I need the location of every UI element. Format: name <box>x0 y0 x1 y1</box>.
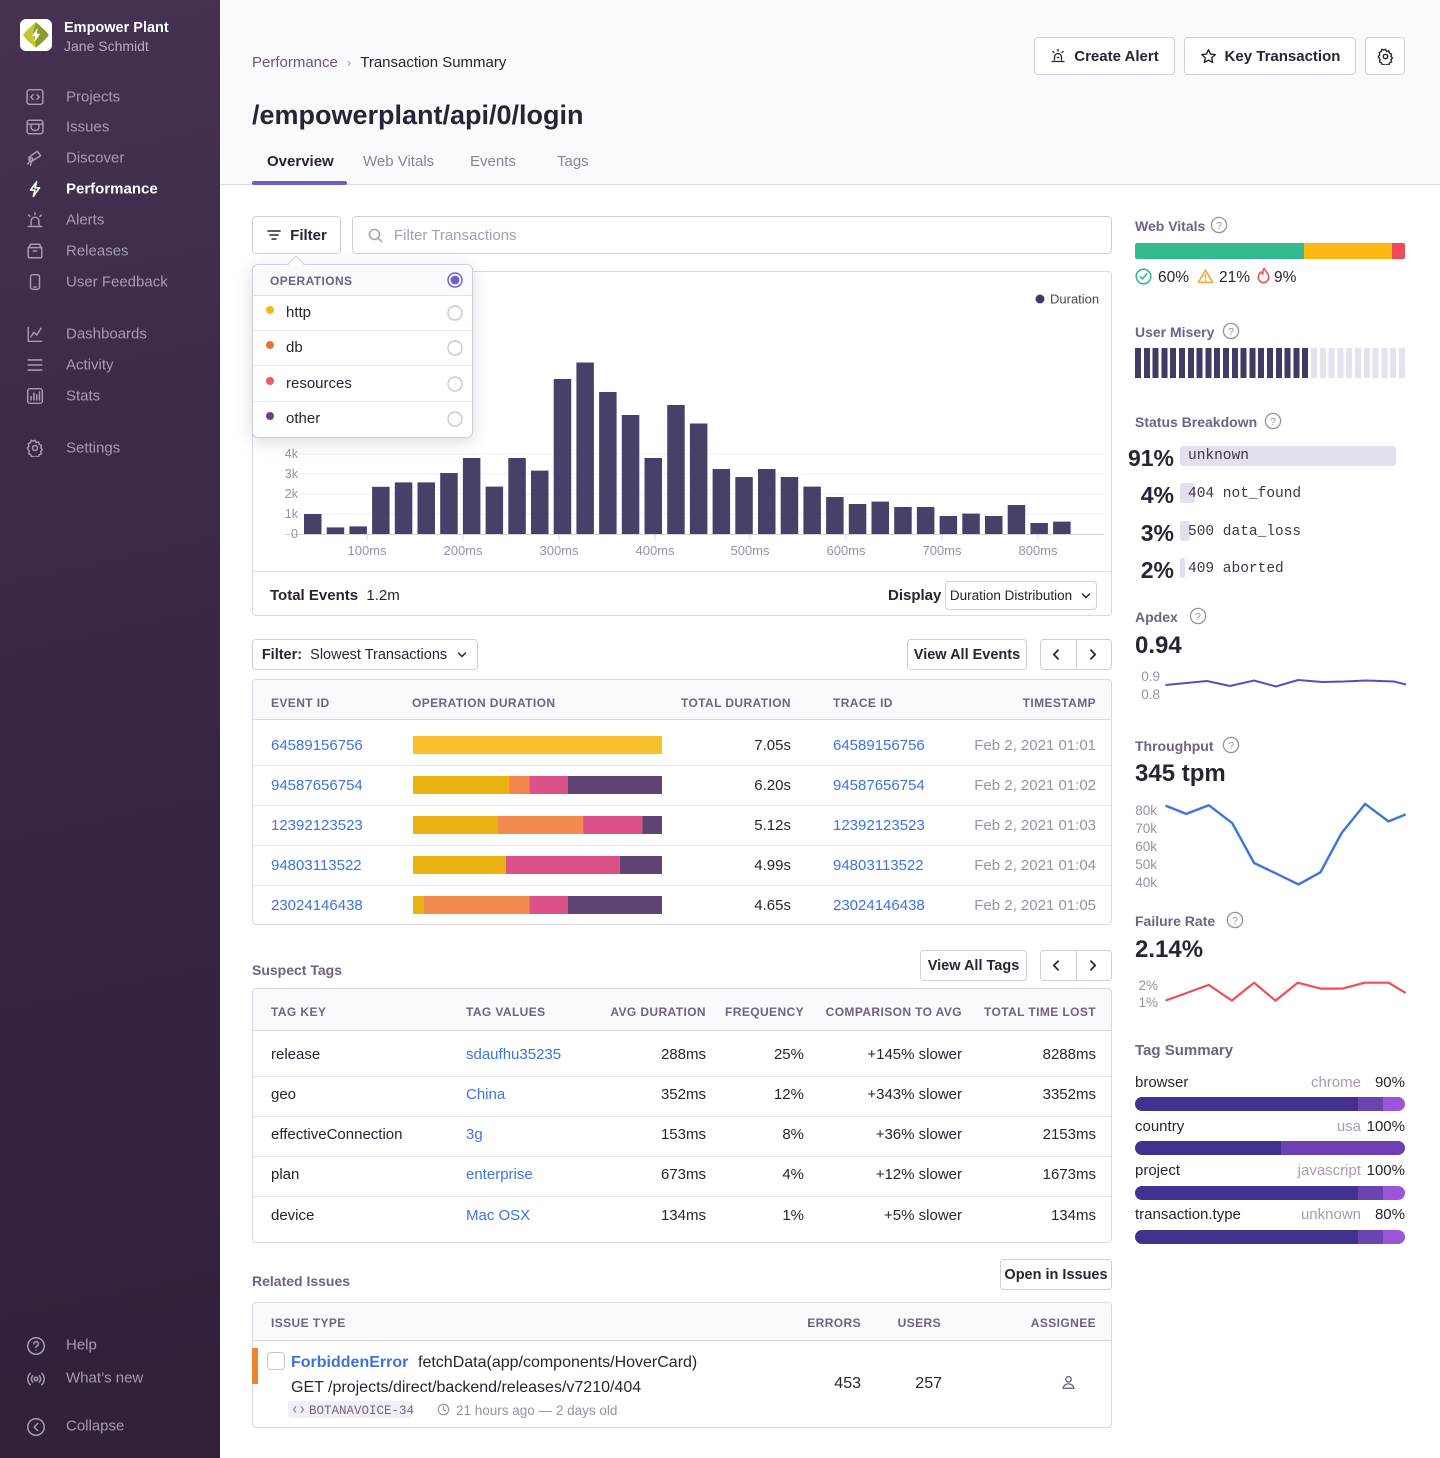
svg-text:500ms: 500ms <box>730 543 770 558</box>
svg-text:800ms: 800ms <box>1018 543 1058 558</box>
svg-text:?: ? <box>1216 220 1222 232</box>
svg-text:200ms: 200ms <box>443 543 483 558</box>
svg-text:?: ? <box>1228 740 1234 752</box>
svg-text:?: ? <box>1270 416 1276 428</box>
svg-text:?: ? <box>1228 326 1234 338</box>
svg-text:3k: 3k <box>285 467 299 481</box>
svg-text:0: 0 <box>291 527 298 541</box>
svg-text:?: ? <box>1195 611 1201 623</box>
svg-text:700ms: 700ms <box>922 543 962 558</box>
svg-text:100ms: 100ms <box>347 543 387 558</box>
svg-text:4k: 4k <box>285 447 299 461</box>
svg-text:Duration: Duration <box>1050 292 1099 307</box>
svg-text:1k: 1k <box>285 507 299 521</box>
svg-text:600ms: 600ms <box>826 543 866 558</box>
svg-text:300ms: 300ms <box>539 543 579 558</box>
svg-text:?: ? <box>1232 915 1238 927</box>
svg-text:400ms: 400ms <box>635 543 675 558</box>
svg-text:2k: 2k <box>285 487 299 501</box>
